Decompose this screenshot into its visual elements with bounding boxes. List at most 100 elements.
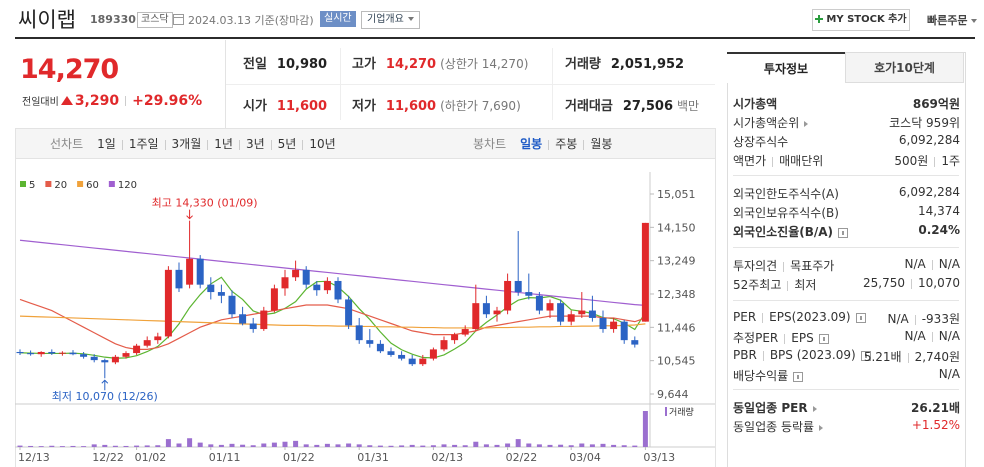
label-text: 동일업종 등락률	[733, 420, 815, 434]
volume-bar	[473, 441, 479, 447]
volume-bar	[536, 444, 542, 447]
help-icon[interactable]	[818, 333, 829, 344]
help-icon[interactable]	[855, 312, 866, 323]
info-label: 외국인소진율(B/A)	[733, 223, 849, 240]
separator	[302, 139, 304, 150]
period-tab[interactable]: 3년	[245, 137, 265, 151]
side-tab[interactable]: 투자정보	[727, 52, 845, 83]
y-tick-label: 13,249	[657, 255, 696, 268]
period-tab[interactable]: 3개월	[171, 137, 202, 151]
info-label: 외국인한도주식수(A)	[733, 185, 839, 202]
my-stock-button[interactable]: MY STOCK 추가	[812, 9, 910, 31]
help-icon[interactable]	[838, 227, 849, 238]
separator	[270, 139, 272, 150]
separator	[931, 331, 933, 342]
candle-body	[599, 317, 607, 330]
help-icon[interactable]	[793, 371, 804, 382]
label-text: 배당수익률	[733, 369, 789, 383]
period-tab[interactable]: 주봉	[555, 137, 578, 151]
side-tab[interactable]: 호가10단계	[845, 52, 964, 83]
help-icon[interactable]	[860, 350, 871, 361]
period-tab[interactable]: 일봉	[520, 137, 543, 151]
candle-body	[175, 269, 183, 289]
volume-bar	[399, 445, 405, 447]
period-tab[interactable]: 월봉	[590, 137, 613, 151]
realtime-button[interactable]: 실시간	[320, 11, 356, 27]
x-tick-label: 03/13	[643, 451, 675, 464]
info-value: +1.52%	[912, 418, 960, 432]
candle-body	[514, 280, 522, 293]
volume-bar	[346, 443, 352, 447]
moving-average-line	[19, 239, 646, 306]
candle-body	[133, 345, 141, 354]
separator	[762, 350, 764, 361]
candle-body	[567, 314, 575, 322]
volume-bar	[547, 444, 553, 447]
candle-body	[154, 336, 162, 341]
candle-body	[504, 280, 512, 311]
label-text: 시가총액순위	[733, 116, 800, 130]
stat-value: 11,600	[276, 99, 328, 114]
period-tab[interactable]: 1년	[214, 137, 233, 151]
candle-body	[525, 292, 533, 296]
period-tab[interactable]: 1주일	[128, 137, 159, 151]
candle-body	[37, 351, 45, 355]
candle-body	[557, 303, 565, 322]
separator	[548, 139, 550, 150]
separator	[238, 139, 240, 150]
volume-bar	[505, 443, 511, 447]
quick-order-button[interactable]: 빠른주문	[927, 12, 978, 28]
volume-bar	[314, 444, 320, 447]
info-label: 배당수익률	[733, 367, 804, 384]
candle-body	[408, 358, 416, 365]
value-text: N/A	[904, 329, 926, 343]
tab-group-label: 선차트	[50, 137, 84, 151]
candle-body	[207, 284, 215, 293]
candle-body	[631, 340, 639, 345]
low-arrow	[101, 379, 109, 391]
low-label: 최저 10,070 (12/26)	[52, 390, 158, 403]
company-info-button[interactable]: 기업개요	[361, 11, 420, 29]
info-label: 52주최고 최저	[733, 276, 816, 293]
info-value: 코스닥 959위	[889, 114, 960, 131]
volume-bar	[335, 444, 341, 447]
volume-bar	[441, 444, 447, 447]
candle-body	[16, 351, 24, 354]
volume-bar	[568, 445, 574, 447]
chart: 5 20 60 120 15,051 14,150 13,249 12,348 11,446 10…	[15, 172, 715, 464]
label-text: PBR	[733, 348, 757, 362]
period-tab[interactable]: 1일	[97, 137, 116, 151]
separator	[772, 156, 774, 167]
caret	[407, 17, 414, 21]
market-badge: 코스닥	[137, 12, 173, 28]
candle-body	[620, 321, 628, 341]
volume-bar	[367, 445, 373, 447]
candle-body	[90, 356, 98, 361]
separator	[787, 280, 789, 291]
period-tab[interactable]: 10년	[309, 137, 336, 151]
up-arrow	[60, 96, 73, 105]
volume-bar	[589, 444, 595, 447]
y-tick-label: 15,051	[657, 188, 696, 201]
change-amount: 3,290	[74, 93, 120, 109]
value-text: +1.52%	[911, 418, 960, 432]
separator	[907, 352, 909, 363]
arrow-icon	[819, 424, 824, 431]
value-text: 0.24%	[918, 223, 960, 237]
volume-bar	[409, 444, 415, 447]
separator	[931, 259, 933, 270]
candle-body	[48, 351, 56, 354]
separator	[783, 261, 785, 272]
label-text: 추정PER	[733, 331, 779, 345]
value-text: 2,740원	[914, 350, 960, 364]
candle-body	[27, 353, 35, 355]
candle-body	[578, 310, 586, 315]
candle-body	[239, 314, 247, 324]
legend-swatch	[45, 181, 52, 187]
label-text: 매매단위	[779, 154, 824, 168]
moving-average-line	[19, 315, 646, 329]
candle-body	[186, 258, 194, 285]
period-tab[interactable]: 5년	[277, 137, 297, 151]
moving-average-line	[19, 276, 646, 359]
